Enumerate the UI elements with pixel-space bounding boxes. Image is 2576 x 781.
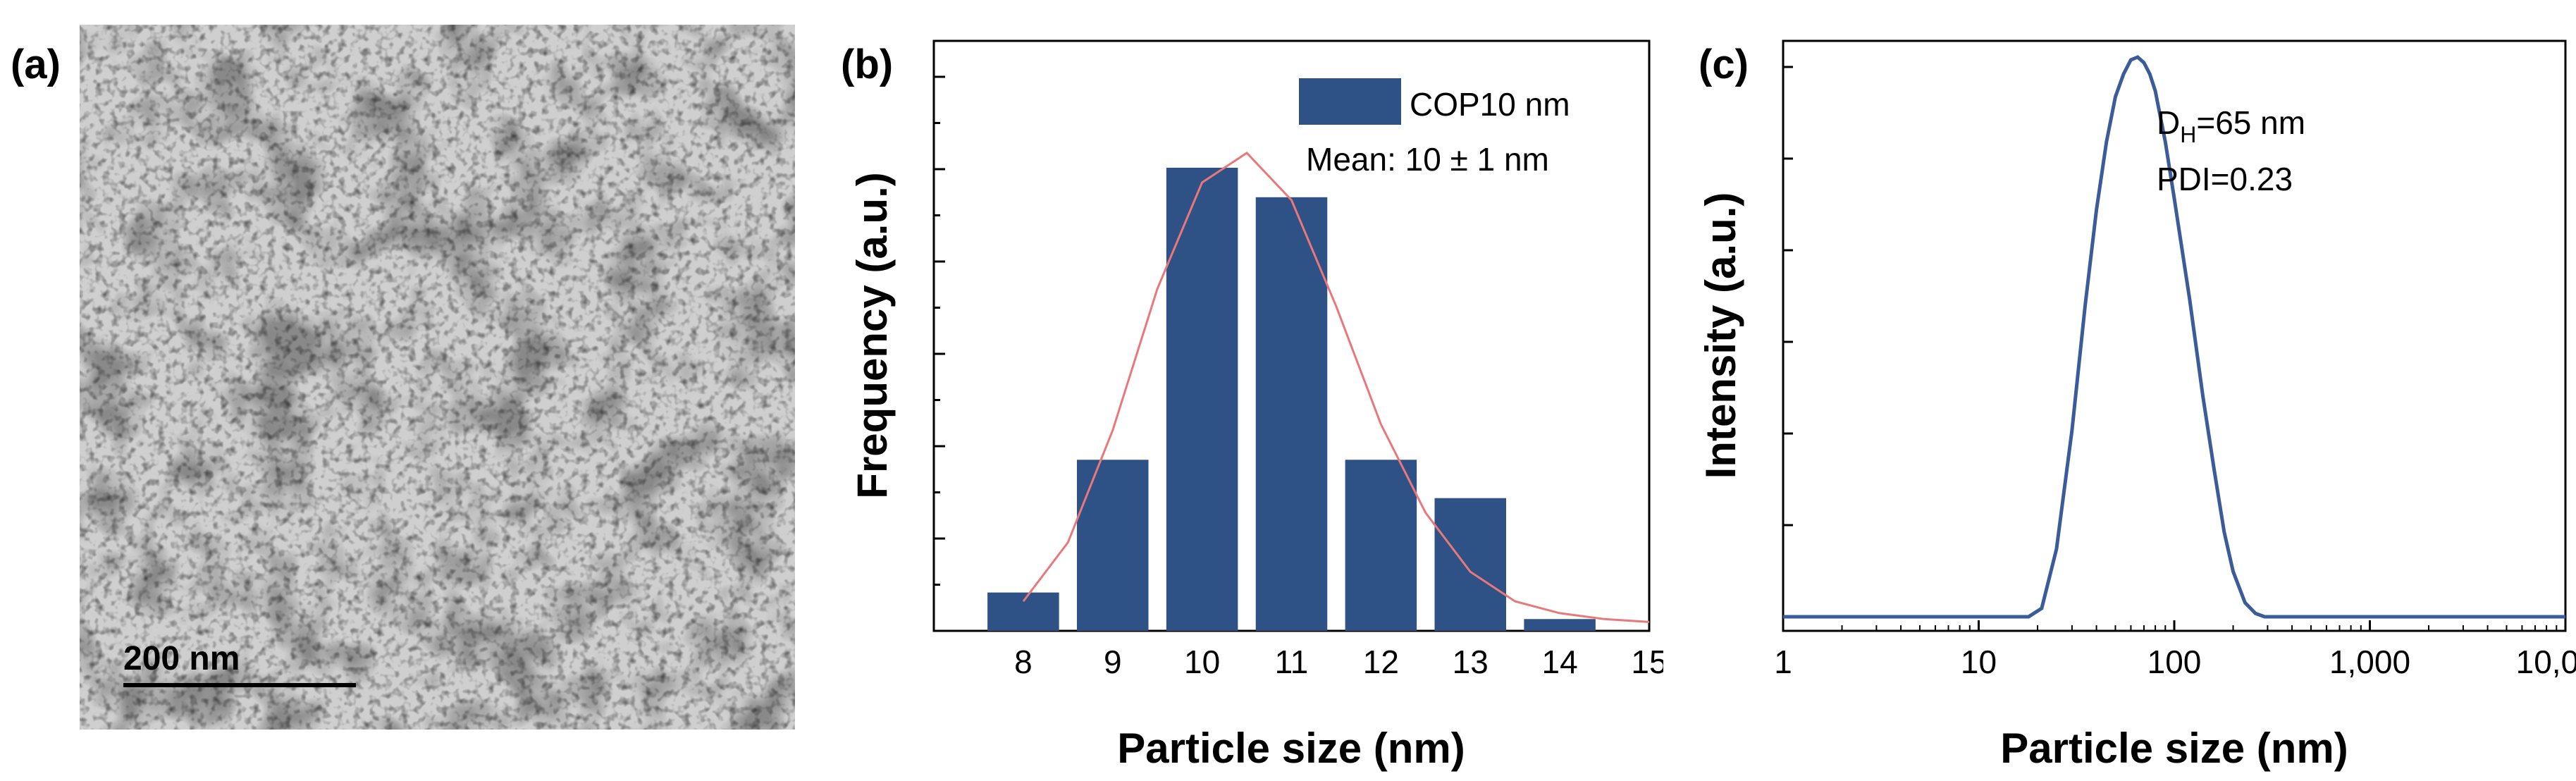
gaussian-fit-curve bbox=[1022, 152, 1650, 623]
x-tick-label: 14 bbox=[1542, 644, 1578, 680]
x-tick-label: 10 bbox=[1184, 644, 1220, 680]
x-tick-label: 9 bbox=[1104, 644, 1122, 680]
dh-subscript: H bbox=[2180, 122, 2196, 147]
x-tick-label: 13 bbox=[1453, 644, 1489, 680]
histogram-bar bbox=[1345, 460, 1417, 631]
dls-distribution-line bbox=[1783, 55, 2565, 619]
histogram-y-axis-title: Frequency (a.u.) bbox=[849, 172, 896, 498]
pdi-annotation: PDI=0.23 bbox=[2157, 161, 2293, 197]
histogram-bar bbox=[1524, 619, 1596, 631]
x-tick-label: 8 bbox=[1014, 644, 1033, 680]
dls-chart: 1 10 100 1,000 10,000 DH=65 nm PDI=0.23 Part… bbox=[1697, 39, 2576, 772]
x-tick-label: 100 bbox=[2147, 644, 2202, 680]
dh-main: D bbox=[2157, 104, 2180, 141]
mean-annotation: Mean: 10 ± 1 nm bbox=[1306, 141, 1549, 178]
histogram-x-axis-title: Particle size (nm) bbox=[1117, 725, 1465, 772]
dh-value: =65 nm bbox=[2196, 104, 2305, 141]
histogram-bar bbox=[1434, 498, 1506, 631]
tem-micrograph: 200 nm bbox=[80, 25, 795, 730]
panel-label-b: (b) bbox=[841, 42, 894, 87]
x-tick-label: 10,000 bbox=[2516, 644, 2576, 680]
x-tick-label: 10 bbox=[1961, 644, 1997, 680]
histogram-bar bbox=[987, 592, 1059, 631]
legend-entry: COP10 nm bbox=[1410, 86, 1570, 123]
x-tick-label: 1 bbox=[1774, 644, 1792, 680]
x-tick-label: 15 bbox=[1631, 644, 1663, 680]
histogram-bar bbox=[1077, 460, 1149, 631]
histogram-bar bbox=[1166, 167, 1238, 631]
x-tick-label: 12 bbox=[1363, 644, 1399, 680]
scale-bar-label: 200 nm bbox=[123, 640, 240, 677]
histogram-bar bbox=[1255, 197, 1328, 631]
dh-annotation: DH=65 nm bbox=[2157, 104, 2305, 147]
dls-x-axis-title: Particle size (nm) bbox=[2000, 725, 2348, 772]
panel-label-a: (a) bbox=[11, 42, 61, 87]
x-tick-label: 11 bbox=[1275, 644, 1309, 680]
legend-swatch bbox=[1299, 78, 1401, 125]
histogram-chart: 8 9 10 11 12 13 14 15 COP10 nm Mean: 10 ± 1 nm … bbox=[849, 39, 1663, 772]
dls-y-axis-title: Intensity (a.u.) bbox=[1697, 192, 1744, 479]
x-tick-label: 1,000 bbox=[2329, 644, 2410, 680]
panel-label-c: (c) bbox=[1699, 42, 1749, 87]
